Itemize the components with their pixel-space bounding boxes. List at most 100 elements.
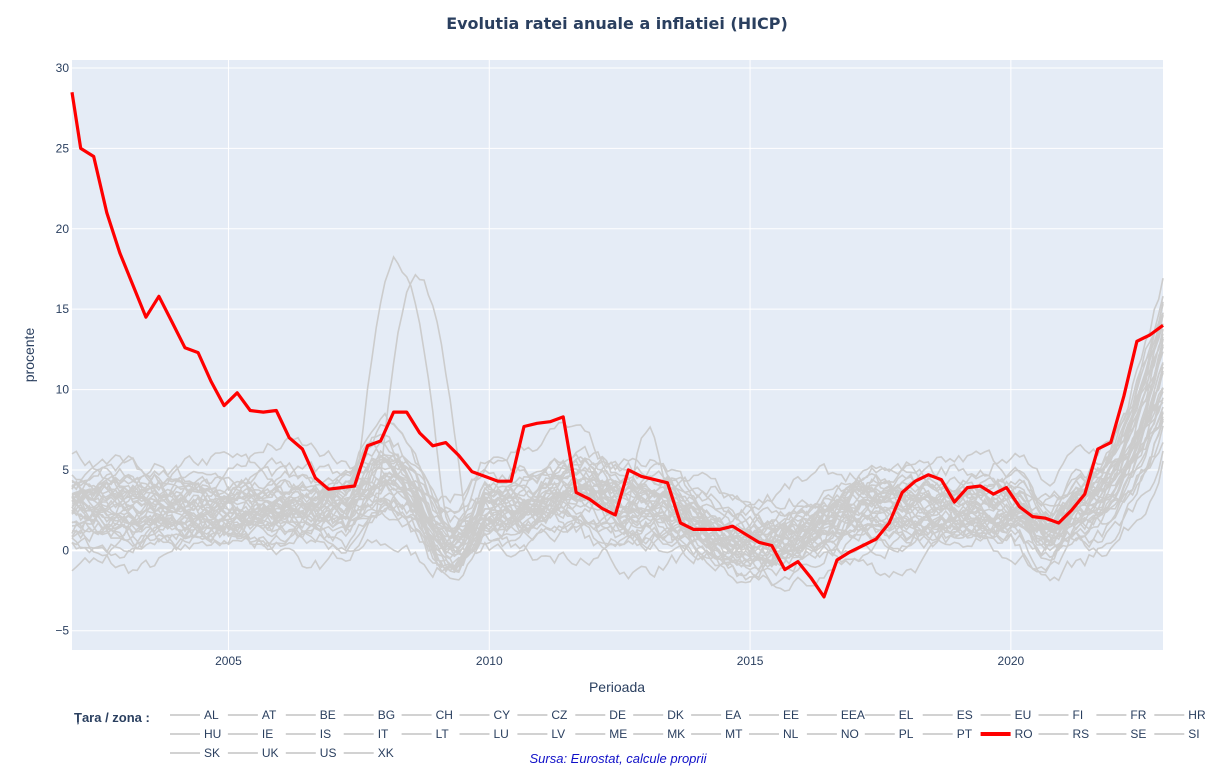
legend-item-hu[interactable]: HU	[170, 727, 221, 741]
legend-label: FI	[1073, 708, 1084, 722]
legend-item-cz[interactable]: CZ	[517, 708, 567, 722]
series-line	[71, 323, 1164, 569]
legend-label: PL	[899, 727, 914, 741]
legend-label: US	[320, 746, 337, 760]
legend-item-el[interactable]: EL	[864, 708, 914, 722]
legend-item-eea[interactable]: EEA	[806, 708, 865, 722]
legend-label: EEA	[841, 708, 865, 722]
legend-label: RS	[1073, 727, 1090, 741]
x-tick-labels: 2005 2010 2015 2020	[215, 654, 1024, 668]
legend-label: NO	[841, 727, 859, 741]
legend-item-it[interactable]: IT	[343, 727, 389, 741]
legend-title: Țara / zona :	[74, 710, 150, 725]
legend-label: EL	[899, 708, 914, 722]
legend-item-cy[interactable]: CY	[459, 708, 511, 722]
legend-label: EE	[783, 708, 799, 722]
legend-item-mt[interactable]: MT	[691, 727, 743, 741]
legend-label: AL	[204, 708, 219, 722]
chart-title: Evolutia ratei anuale a inflatiei (HICP)	[446, 14, 788, 33]
legend-item-lu[interactable]: LU	[459, 727, 509, 741]
legend-item-rs[interactable]: RS	[1038, 727, 1090, 741]
x-tick-label: 2005	[215, 654, 242, 668]
legend-item-ea[interactable]: EA	[691, 708, 741, 722]
source-note: Sursa: Eurostat, calcule proprii	[529, 751, 707, 766]
legend-item-se[interactable]: SE	[1096, 727, 1146, 741]
y-tick-labels: −5 0 5 10 15 20 25 30	[55, 61, 69, 638]
legend-item-sk[interactable]: SK	[170, 746, 220, 760]
legend-label: DK	[667, 708, 684, 722]
legend-item-hr[interactable]: HR	[1154, 708, 1206, 722]
series-line	[71, 333, 1164, 562]
legend-item-ie[interactable]: IE	[227, 727, 273, 741]
legend-label: AT	[262, 708, 277, 722]
legend-label: RO	[1015, 727, 1033, 741]
legend-item-lv[interactable]: LV	[517, 727, 565, 741]
legend-item-xk[interactable]: XK	[343, 746, 394, 760]
legend-item-is[interactable]: IS	[285, 727, 331, 741]
legend-item-fr[interactable]: FR	[1096, 708, 1147, 722]
y-tick-label: −5	[55, 624, 69, 638]
legend[interactable]: AL AT BE BG CH CY CZ DE DK EA EE EEA EL ES EU FI FR HR HU I…	[170, 708, 1206, 760]
legend-item-us[interactable]: US	[285, 746, 337, 760]
highlight-series	[70, 91, 1164, 599]
y-tick-label: 30	[56, 61, 70, 75]
legend-item-pt[interactable]: PT	[922, 727, 973, 741]
series-line-ro	[70, 91, 1164, 599]
series-line	[71, 312, 1164, 546]
legend-label: IT	[378, 727, 389, 741]
legend-label: UK	[262, 746, 279, 760]
legend-label: EA	[725, 708, 741, 722]
legend-item-be[interactable]: BE	[285, 708, 336, 722]
legend-item-pl[interactable]: PL	[864, 727, 914, 741]
legend-item-mk[interactable]: MK	[633, 727, 685, 741]
legend-item-ro[interactable]: RO	[980, 727, 1033, 741]
legend-label: ME	[609, 727, 627, 741]
legend-label: LU	[494, 727, 509, 741]
legend-label: MT	[725, 727, 743, 741]
legend-label: SK	[204, 746, 220, 760]
legend-label: IE	[262, 727, 273, 741]
legend-item-at[interactable]: AT	[227, 708, 277, 722]
y-tick-label: 20	[56, 222, 70, 236]
legend-label: HU	[204, 727, 221, 741]
legend-item-dk[interactable]: DK	[633, 708, 684, 722]
legend-item-uk[interactable]: UK	[227, 746, 279, 760]
legend-item-si[interactable]: SI	[1154, 727, 1200, 741]
legend-item-bg[interactable]: BG	[343, 708, 395, 722]
x-tick-label: 2015	[737, 654, 764, 668]
legend-item-nl[interactable]: NL	[749, 727, 799, 741]
legend-item-fi[interactable]: FI	[1038, 708, 1084, 722]
legend-label: LT	[436, 727, 450, 741]
legend-item-me[interactable]: ME	[575, 727, 627, 741]
legend-item-eu[interactable]: EU	[980, 708, 1032, 722]
y-axis-title: procente	[21, 328, 37, 383]
legend-item-al[interactable]: AL	[170, 708, 219, 722]
legend-label: CZ	[551, 708, 567, 722]
legend-label: SE	[1130, 727, 1146, 741]
legend-item-lt[interactable]: LT	[401, 727, 450, 741]
legend-item-no[interactable]: NO	[806, 727, 859, 741]
legend-label: DE	[609, 708, 626, 722]
legend-item-de[interactable]: DE	[575, 708, 626, 722]
series-line	[71, 346, 1164, 548]
legend-label: HR	[1188, 708, 1206, 722]
y-tick-label: 0	[62, 543, 69, 557]
legend-item-ch[interactable]: CH	[401, 708, 453, 722]
legend-item-ee[interactable]: EE	[749, 708, 799, 722]
legend-label: PT	[957, 727, 973, 741]
legend-label: MK	[667, 727, 685, 741]
x-axis-title: Perioada	[589, 679, 645, 695]
series-line	[71, 344, 1164, 581]
legend-item-es[interactable]: ES	[922, 708, 973, 722]
legend-label: LV	[551, 727, 565, 741]
legend-label: CY	[494, 708, 511, 722]
y-tick-label: 15	[56, 302, 70, 316]
legend-label: FR	[1130, 708, 1146, 722]
legend-label: CH	[436, 708, 453, 722]
legend-label: BE	[320, 708, 336, 722]
series-line	[71, 387, 1164, 552]
series-line	[71, 338, 1164, 561]
y-tick-label: 25	[56, 141, 70, 155]
series-line	[71, 296, 1164, 584]
